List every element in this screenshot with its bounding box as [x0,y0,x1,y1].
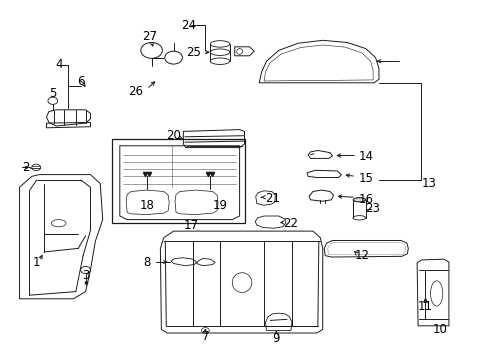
Text: 25: 25 [185,46,200,59]
Text: 13: 13 [421,177,436,190]
Bar [112,139,244,223]
Text: 27: 27 [142,30,156,42]
Text: 16: 16 [358,193,372,206]
Text: 11: 11 [417,300,432,312]
Text: 19: 19 [212,199,227,212]
Text: 26: 26 [128,85,143,98]
Text: 21: 21 [265,192,280,204]
Text: 2: 2 [22,161,30,174]
Text: 3: 3 [81,269,89,282]
Text: 1: 1 [33,256,41,269]
Text: 18: 18 [139,199,154,212]
Text: 20: 20 [166,129,181,141]
Text: 17: 17 [183,219,198,231]
Text: 15: 15 [358,172,372,185]
Text: 22: 22 [283,217,298,230]
Ellipse shape [353,198,365,202]
Text: 4: 4 [55,58,62,71]
Text: 14: 14 [358,150,372,163]
Text: 23: 23 [365,202,379,215]
Text: 10: 10 [432,323,447,336]
Text: 5: 5 [49,87,57,100]
Text: 7: 7 [201,330,209,343]
Text: 6: 6 [77,75,84,87]
Text: 12: 12 [354,249,368,262]
Text: 9: 9 [272,332,280,345]
Text: 8: 8 [142,256,150,269]
Text: 24: 24 [181,19,195,32]
